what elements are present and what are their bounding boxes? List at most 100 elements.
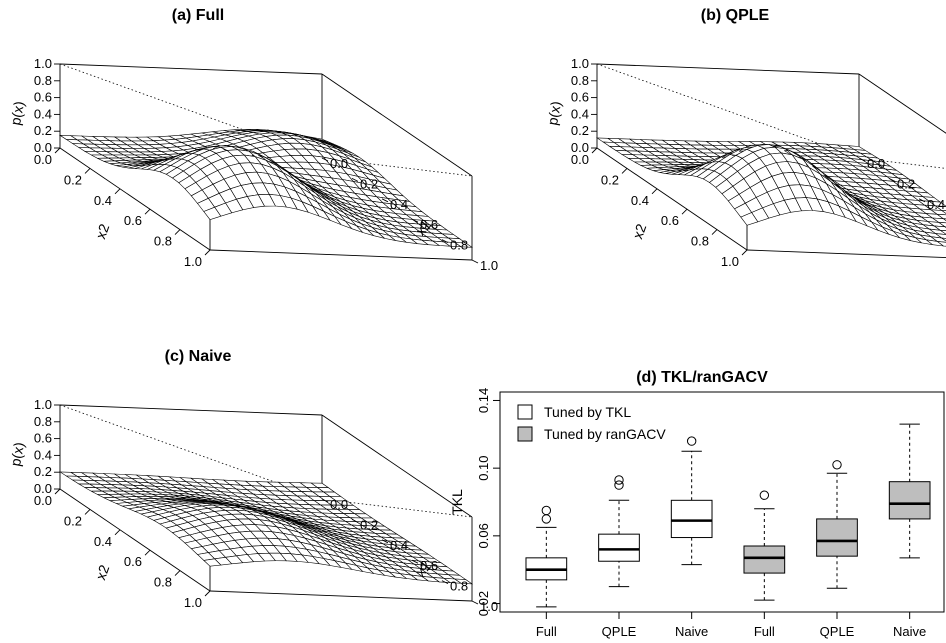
panel-1-x1tick-label: 0.4 bbox=[390, 197, 408, 212]
panel-2-x2tick-label: 0.0 bbox=[571, 152, 589, 167]
panel-3-frame-edge bbox=[59, 488, 211, 592]
panel-1-x2tick-label: 0.4 bbox=[94, 193, 112, 208]
panel-3-x2-axis-label: x2 bbox=[92, 562, 112, 582]
panel-3-frame-edge bbox=[209, 590, 473, 602]
panel-1-ztick-label: 1.0 bbox=[34, 56, 52, 71]
panel-2-mesh-cell bbox=[933, 225, 946, 232]
panel-2-mesh-cell bbox=[939, 229, 946, 235]
panel-3-x1tick-label: 1.0 bbox=[480, 599, 498, 614]
panel-1-ztick-label: 0.0 bbox=[34, 140, 52, 155]
panel-3-x2tick-label: 1.0 bbox=[184, 595, 202, 610]
panel-2-mesh-cell bbox=[928, 228, 946, 235]
panel-1-x2tick-mark bbox=[174, 229, 181, 235]
panel-1-x1tick-label: 0.0 bbox=[330, 156, 348, 171]
panel-2-mesh-cell bbox=[928, 200, 946, 207]
panel-2-x2tick-mark bbox=[621, 168, 628, 174]
panel-4-xtick-label: Naive bbox=[675, 624, 708, 639]
panel-2-mesh-cell bbox=[929, 236, 946, 243]
panel-4-outlier-point bbox=[686, 436, 697, 446]
panel-4-outlier-point bbox=[541, 505, 552, 516]
panel-4-xtick-label: QPLE bbox=[820, 624, 855, 639]
panel-3-x2tick-mark bbox=[144, 549, 151, 556]
panel-4-legend-label: Tuned by TKL bbox=[544, 404, 631, 420]
panel-1-x2tick-mark bbox=[144, 208, 151, 215]
panel-1-x1tick-mark bbox=[351, 177, 359, 182]
panel-3-frame-edge bbox=[59, 404, 323, 416]
panel-2-ztick-label: 0.0 bbox=[571, 140, 589, 155]
panel-1-ztick-label: 0.2 bbox=[34, 123, 52, 138]
panel-1-x1tick-mark bbox=[471, 259, 479, 264]
panel-1-ztick-label: 0.8 bbox=[34, 73, 52, 88]
panel-2-back-diagonal-2 bbox=[858, 157, 946, 169]
panel-2-frame-edge bbox=[858, 73, 946, 134]
panel-2-x1tick-label: 0.0 bbox=[867, 156, 885, 171]
panel-2-mesh-cell bbox=[934, 205, 946, 212]
panel-2-ztick-label: 0.6 bbox=[571, 90, 589, 105]
panel-1-frame-edge bbox=[209, 249, 473, 261]
panel-2-title: (b) QPLE bbox=[701, 7, 770, 24]
panel-1-x2tick-mark bbox=[54, 147, 61, 154]
panel-2-mesh-cell bbox=[942, 218, 946, 221]
panel-2-z-axis-label: p(x) bbox=[544, 100, 564, 127]
panel-4-outlier-point bbox=[614, 480, 624, 490]
panel-3-mesh-cell bbox=[453, 578, 474, 585]
panel-3-title: (c) Naive bbox=[165, 348, 232, 365]
panel-2-mesh-cell bbox=[936, 240, 946, 247]
panel-2-ztick-label: 1.0 bbox=[571, 56, 589, 71]
panel-3-x1tick-label: 0.6 bbox=[420, 558, 438, 573]
panel-1-x2tick-mark bbox=[114, 188, 121, 195]
panel-2-x2tick-label: 1.0 bbox=[721, 254, 739, 269]
panel-2-x2tick-mark bbox=[591, 147, 598, 154]
panel-4-outlier-point bbox=[832, 460, 842, 470]
panel-1-frame-edge bbox=[321, 73, 473, 177]
panel-2-x2tick-label: 0.4 bbox=[631, 193, 649, 208]
panel-4-outlier-point bbox=[759, 490, 770, 500]
panel-1-ztick-label: 0.6 bbox=[34, 90, 52, 105]
panel-1-title: (a) Full bbox=[172, 7, 224, 24]
panel-3-x1tick-mark bbox=[411, 559, 419, 564]
panel-3-surface bbox=[58, 471, 474, 585]
panel-2-surface bbox=[595, 137, 946, 247]
panel-4-ytick-label: 0.14 bbox=[476, 388, 491, 413]
panel-2-mesh-cell bbox=[931, 217, 946, 224]
panel-2-x1tick-label: 0.4 bbox=[927, 197, 945, 212]
panel-4-xtick-label: Naive bbox=[893, 624, 926, 639]
panel-2-x2tick-mark bbox=[711, 229, 718, 235]
panel-3-x1tick-label: 0.8 bbox=[450, 579, 468, 594]
panel-3-x2tick-mark bbox=[204, 590, 211, 597]
panel-3-x2tick-label: 0.8 bbox=[154, 575, 172, 590]
panel-2-mesh-cell bbox=[934, 233, 946, 239]
panel-3-x2tick-mark bbox=[84, 509, 91, 515]
panel-2-x2tick-label: 0.2 bbox=[601, 172, 619, 187]
panel-2-ztick-label: 0.8 bbox=[571, 73, 589, 88]
panel-3-x1tick-label: 0.2 bbox=[360, 517, 378, 532]
panel-4-frame bbox=[499, 391, 945, 613]
panel-2-mesh-cell bbox=[937, 222, 946, 228]
panel-3-ztick-label: 0.0 bbox=[34, 481, 52, 496]
panel-2-x1tick-mark bbox=[918, 198, 926, 203]
panel-1-frame-edge bbox=[59, 147, 211, 251]
panel-1-x2tick-label: 1.0 bbox=[184, 254, 202, 269]
panel-2-frame-edge bbox=[746, 249, 946, 259]
panel-4-legend-label: Tuned by ranGACV bbox=[544, 426, 666, 442]
panel-4-box-2 bbox=[598, 533, 640, 562]
panel-1-x1tick-mark bbox=[381, 198, 389, 203]
panel-2-x1tick-mark bbox=[858, 157, 866, 162]
panel-2-ztick-label: 0.2 bbox=[571, 123, 589, 138]
panel-1-ztick-label: 0.4 bbox=[34, 106, 52, 121]
panel-3-x2tick-mark bbox=[174, 570, 181, 576]
panel-3-ztick-label: 1.0 bbox=[34, 397, 52, 412]
panel-1-x1tick-label: 0.2 bbox=[360, 176, 378, 191]
panel-2-mesh-cell bbox=[940, 237, 946, 242]
panel-3-x2tick-label: 0.2 bbox=[64, 513, 82, 528]
panel-4-box-3 bbox=[670, 499, 713, 539]
panel-3-x1tick-label: 0.4 bbox=[390, 538, 408, 553]
panel-4-ytick-label: 0.06 bbox=[476, 523, 491, 548]
panel-1-surface bbox=[58, 128, 474, 248]
panel-1-x1tick-mark bbox=[441, 239, 449, 244]
panel-2-x2tick-label: 0.8 bbox=[691, 234, 709, 249]
panel-4-box-5 bbox=[816, 518, 858, 557]
panel-3-z-axis-label: p(x) bbox=[7, 441, 27, 468]
panel-2-x2tick-mark bbox=[741, 249, 748, 256]
